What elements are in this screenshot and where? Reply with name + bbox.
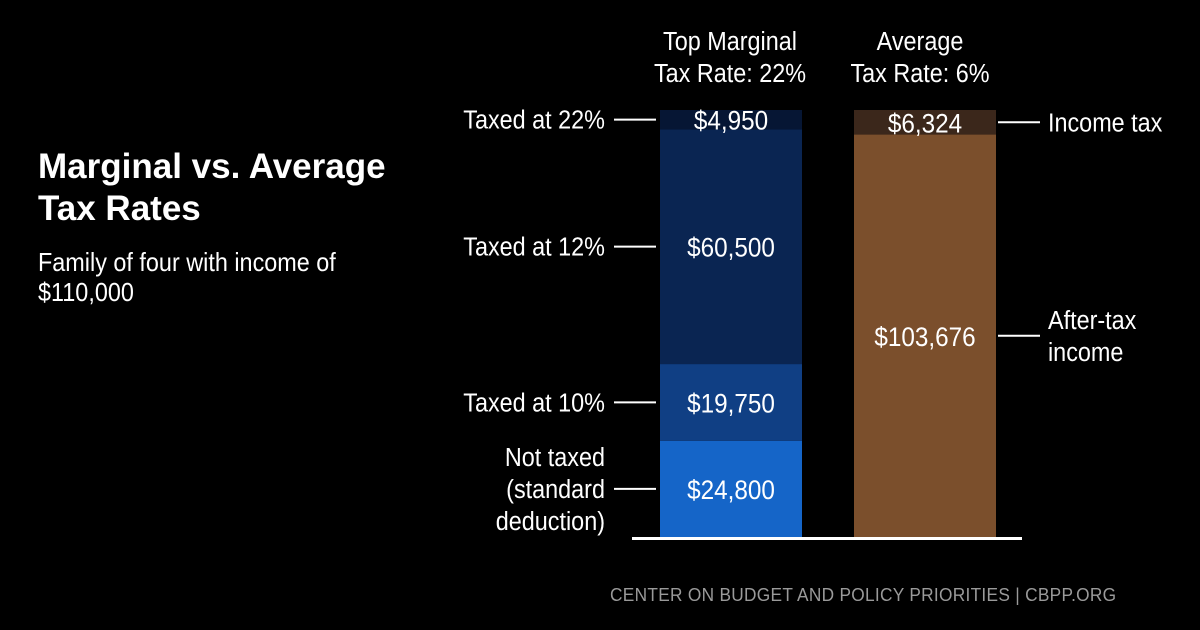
data-label: $24,800 [687, 476, 775, 505]
bar-heading: Top Marginal [663, 28, 797, 56]
segment-side-label: Not taxed [505, 444, 605, 472]
bar-segment [660, 440, 802, 537]
segment-side-label: Taxed at 10% [463, 389, 605, 417]
data-label: $4,950 [694, 106, 768, 135]
segment-side-label: (standard [506, 476, 605, 504]
segment-side-label: deduction) [496, 508, 605, 536]
data-label: $103,676 [874, 323, 975, 352]
data-label: $60,500 [687, 234, 775, 263]
data-label: $6,324 [888, 109, 962, 138]
bar-heading: Tax Rate: 22% [654, 60, 806, 88]
segment-side-label: income [1048, 339, 1123, 367]
bar-segment [660, 364, 802, 441]
segment-side-label: Taxed at 22% [463, 107, 605, 135]
data-label: $19,750 [687, 389, 775, 418]
bar-heading: Average [877, 28, 964, 56]
bar-segment [854, 134, 996, 537]
page-subtitle: Family of four with income of $110,000 [38, 247, 336, 307]
bar-heading: Tax Rate: 6% [850, 60, 989, 88]
bar-segment [660, 129, 802, 365]
bar-segment [660, 110, 802, 130]
bar-segment [854, 110, 996, 135]
page-title: Marginal vs. Average Tax Rates [38, 147, 386, 228]
segment-side-label: Income tax [1048, 109, 1163, 137]
segment-side-label: After-tax [1048, 307, 1137, 335]
segment-side-label: Taxed at 12% [463, 234, 605, 262]
source-credit: CENTER ON BUDGET AND POLICY PRIORITIES |… [610, 585, 1117, 605]
